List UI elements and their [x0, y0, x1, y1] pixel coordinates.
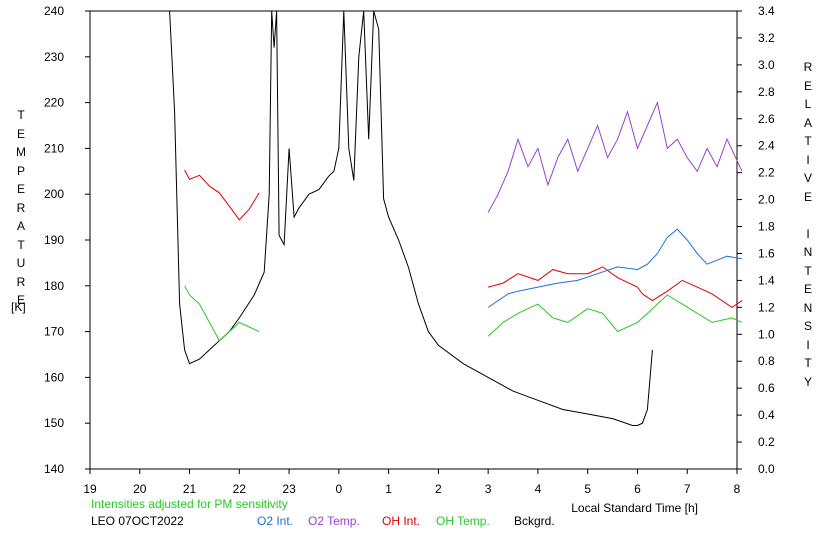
right-title-letter: I: [806, 337, 810, 352]
x-tick-label: 4: [535, 482, 542, 496]
left-tick-label: 170: [44, 325, 64, 339]
right-tick-label: 3.4: [758, 4, 775, 18]
legend-oh-temp: OH Temp.: [436, 514, 490, 528]
left-title-letter: P: [16, 163, 25, 178]
right-title-letter: A: [803, 115, 812, 130]
right-axis-ticks: 0.0 0.2 0.4 0.6 0.8 1.0 1.2 1.4 1.6 1.8 2.0 2.2 2.4 2…: [737, 4, 775, 476]
left-title-letter: A: [16, 219, 25, 233]
right-title-letter: N: [803, 300, 813, 315]
x-tick-label: 1: [385, 482, 392, 496]
x-tick-label: 5: [584, 482, 591, 496]
series-oh-int-line: [184, 169, 743, 309]
right-title-letter: R: [803, 60, 813, 74]
left-axis-ticks: 140 150 160 170 180 190 200 210 220 230 240: [44, 4, 90, 476]
legend-oh-int: OH Int.: [382, 514, 421, 528]
left-tick-label: 140: [44, 462, 64, 476]
right-tick-label: 1.6: [758, 246, 775, 260]
right-tick-label: 0.4: [758, 408, 775, 422]
right-tick-label: 0.0: [758, 462, 775, 476]
x-tick-label: 2: [435, 482, 442, 496]
series-o2-int-line: [487, 228, 743, 308]
left-tick-label: 180: [44, 279, 64, 293]
left-tick-label: 220: [44, 96, 64, 110]
right-tick-label: 0.6: [758, 381, 775, 395]
x-tick-label: 6: [634, 482, 641, 496]
right-title-letter: T: [804, 134, 812, 148]
right-title-letter: I: [806, 226, 810, 241]
series-o2-temp-line: [487, 100, 743, 213]
right-title-letter: S: [803, 319, 812, 333]
x-tick-label: 8: [734, 482, 741, 496]
left-title-letter: U: [16, 256, 26, 270]
left-tick-label: 190: [44, 233, 64, 247]
x-tick-label: 21: [183, 482, 197, 496]
right-title-letter: E: [803, 78, 812, 93]
left-title-letter: E: [16, 182, 25, 196]
right-title-letter: V: [803, 171, 812, 185]
left-axis-unit: [K]: [11, 300, 26, 314]
left-tick-label: 160: [44, 370, 64, 384]
right-title-letter: I: [806, 152, 810, 167]
right-title-letter: T: [804, 263, 812, 278]
x-tick-label: 3: [485, 482, 492, 496]
left-title-letter: E: [16, 126, 25, 141]
left-title-letter: M: [16, 145, 26, 159]
right-title-letter: E: [803, 282, 812, 296]
left-tick-label: 230: [44, 50, 64, 64]
series-oh-temp-line: [184, 285, 743, 342]
right-tick-label: 0.8: [758, 354, 775, 368]
right-tick-label: 2.0: [758, 193, 775, 207]
right-title-letter: Y: [803, 374, 812, 389]
right-title-letter: N: [803, 245, 813, 259]
x-tick-label: 22: [233, 482, 247, 496]
left-title-letter: E: [16, 293, 25, 307]
station-label: LEO 07OCT2022: [91, 514, 184, 528]
left-tick-label: 210: [44, 141, 64, 155]
x-tick-label: 7: [684, 482, 691, 496]
left-title-letter: R: [16, 200, 26, 215]
left-title-letter: T: [17, 237, 25, 252]
plot-frame: [89, 10, 738, 470]
right-tick-label: 0.2: [758, 435, 775, 449]
right-tick-label: 1.4: [758, 273, 775, 287]
right-title-letter: [801, 206, 815, 225]
legend-bckgrd: Bckgrd.: [514, 514, 555, 528]
series-bckgrd-line: [169, 10, 653, 426]
left-title-letter: T: [17, 108, 25, 122]
right-title-letter: L: [804, 97, 812, 111]
right-tick-label: 2.6: [758, 112, 775, 126]
x-tick-label: 23: [282, 482, 296, 496]
right-tick-label: 2.4: [758, 139, 775, 153]
sensitivity-note: Intensities adjusted for PM sensitivity: [91, 497, 288, 511]
left-tick-label: 200: [44, 187, 64, 201]
x-tick-label: 20: [133, 482, 147, 496]
right-tick-label: 1.2: [758, 300, 775, 314]
right-title-letter: E: [803, 189, 812, 204]
left-title-letter: R: [16, 274, 26, 289]
right-tick-label: 1.0: [758, 327, 775, 341]
left-tick-label: 240: [44, 4, 64, 18]
series-layer: [169, 10, 743, 426]
right-tick-label: 1.8: [758, 220, 775, 234]
left-tick-label: 150: [44, 416, 64, 430]
x-tick-label: 0: [336, 482, 343, 496]
x-axis-ticks: 19 20 21 22 23 0 1 2 3 4 5 6 7 8: [83, 469, 741, 496]
legend-o2-temp: O2 Temp.: [308, 514, 360, 528]
right-tick-label: 2.2: [758, 166, 775, 180]
right-title-letter: T: [804, 356, 812, 370]
x-tick-label: 19: [83, 482, 97, 496]
right-tick-label: 3.2: [758, 31, 775, 45]
legend-o2-int: O2 Int.: [257, 514, 294, 528]
right-tick-label: 3.0: [758, 58, 775, 72]
x-axis-title: Local Standard Time [h]: [571, 501, 698, 515]
right-tick-label: 2.8: [758, 85, 775, 99]
